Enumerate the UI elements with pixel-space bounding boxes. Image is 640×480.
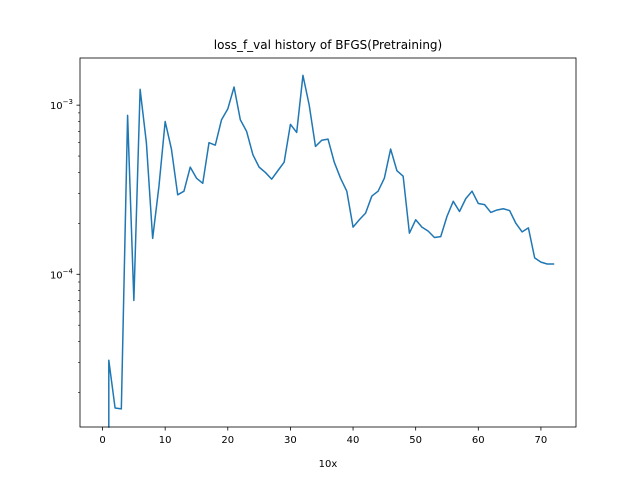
x-tick-label: 20 (221, 435, 234, 446)
x-axis: 0 10 20 30 40 50 60 70 (99, 427, 547, 446)
x-tick-label: 0 (99, 435, 105, 446)
x-tick-label: 50 (409, 435, 422, 446)
y-tick-label-base: 10 (50, 270, 63, 281)
x-tick-label: 10 (159, 435, 172, 446)
x-axis-label: 10x (319, 459, 338, 470)
y-tick-label-exponent: −3 (63, 98, 73, 106)
series-line-0 (108, 74, 555, 428)
y-tick-label-base: 10 (50, 101, 63, 112)
series-layer (108, 74, 555, 428)
y-axis: 10−410−3 (50, 98, 80, 393)
y-tick-label-exponent: −4 (63, 267, 74, 275)
y-tick-label: 10−4 (50, 267, 74, 281)
x-tick-label: 60 (472, 435, 485, 446)
x-tick-label: 40 (347, 435, 360, 446)
x-tick-label: 70 (535, 435, 548, 446)
plot-area (80, 58, 576, 427)
y-tick-label: 10−3 (50, 98, 73, 112)
plot-frame (79, 57, 577, 428)
chart-title: loss_f_val history of BFGS(Pretraining) (214, 38, 442, 52)
x-tick-label: 30 (284, 435, 297, 446)
